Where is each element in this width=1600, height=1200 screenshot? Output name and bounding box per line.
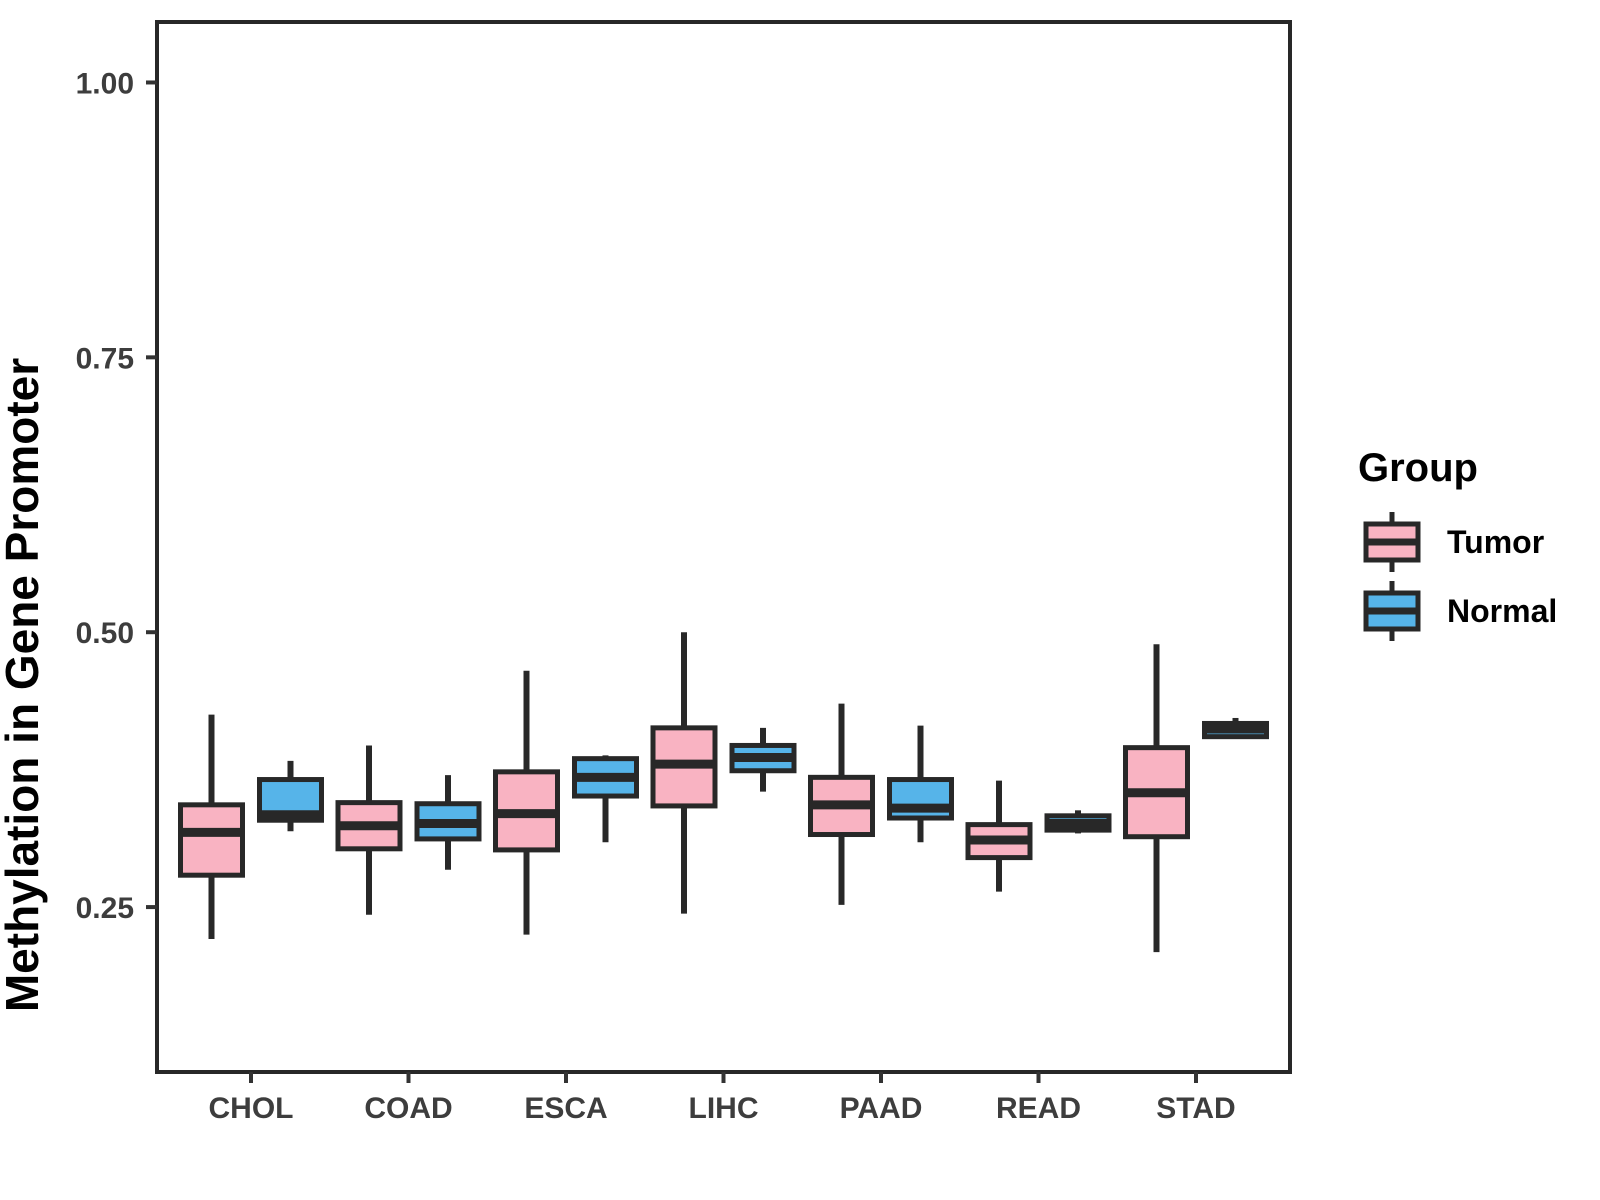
box-tumor-esca bbox=[493, 670, 560, 935]
box-tumor-paad bbox=[808, 703, 875, 905]
box-tumor-read bbox=[965, 780, 1033, 892]
box-normal-esca bbox=[572, 755, 639, 843]
box-tumor-chol bbox=[178, 714, 245, 939]
box-tumor-lihc bbox=[650, 632, 718, 914]
x-tick-label: PAAD bbox=[840, 1092, 923, 1125]
legend-key-tumor bbox=[1363, 512, 1421, 572]
legend: Group Tumor Normal bbox=[1358, 446, 1557, 641]
legend-title: Group bbox=[1358, 446, 1478, 490]
legend-label-normal: Normal bbox=[1447, 593, 1557, 629]
box-tumor-coad bbox=[335, 745, 403, 915]
x-tick-label: STAD bbox=[1156, 1092, 1235, 1125]
x-tick-label: ESCA bbox=[524, 1092, 607, 1125]
box-normal-chol bbox=[257, 760, 324, 832]
iqr-box bbox=[178, 802, 245, 878]
box-normal-read bbox=[1044, 810, 1112, 834]
y-tick-label: 1.00 bbox=[76, 67, 134, 100]
x-tick-label: LIHC bbox=[689, 1092, 759, 1125]
box-normal-stad bbox=[1202, 717, 1269, 740]
x-tick-label: READ bbox=[996, 1092, 1081, 1125]
legend-glyphs bbox=[1363, 512, 1421, 641]
legend-label-tumor: Tumor bbox=[1447, 524, 1544, 560]
y-tick-label: 0.75 bbox=[76, 342, 134, 375]
boxes-layer bbox=[178, 632, 1269, 953]
x-tick-label: CHOL bbox=[209, 1092, 294, 1125]
panel-border bbox=[155, 20, 1292, 1074]
box-normal-coad bbox=[414, 775, 482, 870]
box-tumor-stad bbox=[1123, 644, 1190, 953]
y-tick-label: 0.50 bbox=[76, 617, 134, 650]
y-axis-title: Methylation in Gene Promoter bbox=[0, 358, 48, 1012]
y-tick-label: 0.25 bbox=[76, 892, 134, 925]
box-normal-paad bbox=[887, 725, 954, 843]
axis-layer: 0.25 0.50 0.75 1.00 CHOL COAD ESCA LIHC PAAD READ… bbox=[76, 20, 1292, 1125]
box-normal-lihc bbox=[729, 727, 797, 792]
legend-key-normal bbox=[1363, 581, 1421, 641]
x-tick-label: COAD bbox=[364, 1092, 452, 1125]
